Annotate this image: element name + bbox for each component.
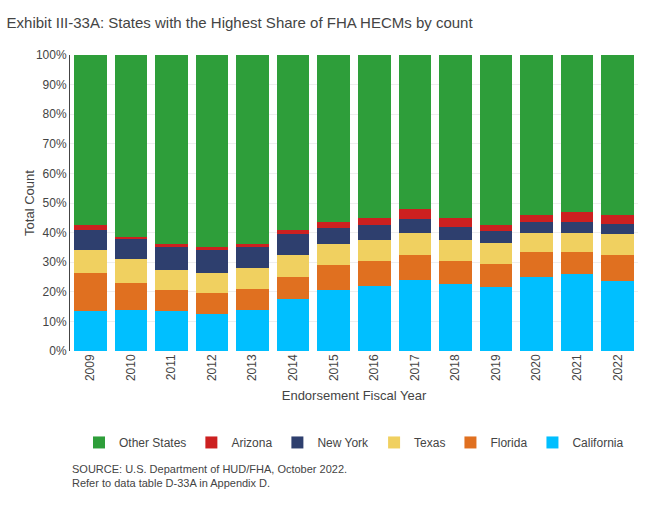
svg-text:2011: 2011 (164, 354, 178, 380)
svg-text:SOURCE: U.S. Department of HUD: SOURCE: U.S. Department of HUD/FHA, Octo… (72, 463, 347, 489)
svg-text:2013: 2013 (245, 354, 259, 381)
svg-text:0%: 0% (49, 344, 67, 358)
svg-text:Total Count: Total Count (22, 170, 37, 236)
svg-text:80%: 80% (43, 107, 67, 121)
svg-text:2010: 2010 (124, 354, 138, 381)
svg-text:New York: New York (317, 436, 369, 450)
svg-text:2014: 2014 (286, 354, 300, 381)
svg-text:Texas: Texas (414, 436, 445, 450)
svg-text:Florida: Florida (490, 436, 527, 450)
svg-text:30%: 30% (43, 255, 67, 269)
svg-text:50%: 50% (43, 196, 67, 210)
svg-text:California: California (572, 436, 623, 450)
svg-text:Endorsement Fiscal Year: Endorsement Fiscal Year (282, 388, 427, 403)
svg-text:2012: 2012 (205, 354, 219, 381)
svg-text:2017: 2017 (408, 354, 422, 381)
svg-text:60%: 60% (43, 167, 67, 181)
svg-text:2020: 2020 (529, 354, 543, 381)
svg-text:2018: 2018 (448, 354, 462, 381)
svg-text:40%: 40% (43, 226, 67, 240)
svg-text:90%: 90% (43, 78, 67, 92)
svg-text:2009: 2009 (83, 354, 97, 381)
svg-text:2022: 2022 (611, 354, 625, 381)
svg-text:2015: 2015 (327, 354, 341, 381)
svg-text:Arizona: Arizona (231, 436, 272, 450)
svg-text:20%: 20% (43, 285, 67, 299)
svg-text:2021: 2021 (570, 354, 584, 381)
svg-text:Other States: Other States (119, 436, 186, 450)
svg-text:70%: 70% (43, 137, 67, 151)
svg-text:Exhibit III-33A: States with t: Exhibit III-33A: States with the Highest… (7, 14, 474, 31)
svg-text:2019: 2019 (489, 354, 503, 381)
svg-text:2016: 2016 (367, 354, 381, 381)
svg-text:10%: 10% (43, 315, 67, 329)
svg-text:100%: 100% (36, 48, 67, 62)
